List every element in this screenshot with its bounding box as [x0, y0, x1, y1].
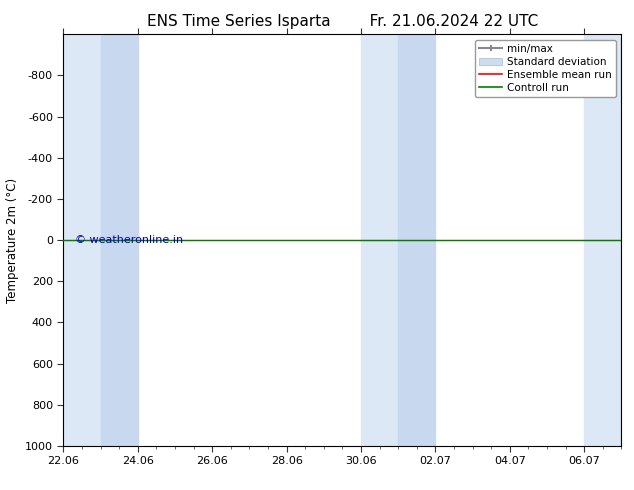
Bar	[101, 34, 138, 446]
Bar	[584, 34, 621, 446]
Y-axis label: Temperature 2m (°C): Temperature 2m (°C)	[6, 177, 20, 303]
Title: ENS Time Series Isparta        Fr. 21.06.2024 22 UTC: ENS Time Series Isparta Fr. 21.06.2024 2…	[146, 14, 538, 29]
Legend: min/max, Standard deviation, Ensemble mean run, Controll run: min/max, Standard deviation, Ensemble me…	[475, 40, 616, 97]
Bar	[398, 34, 436, 446]
Text: © weatheronline.in: © weatheronline.in	[75, 235, 183, 245]
Bar	[63, 34, 101, 446]
Bar	[361, 34, 398, 446]
Bar	[621, 34, 634, 446]
